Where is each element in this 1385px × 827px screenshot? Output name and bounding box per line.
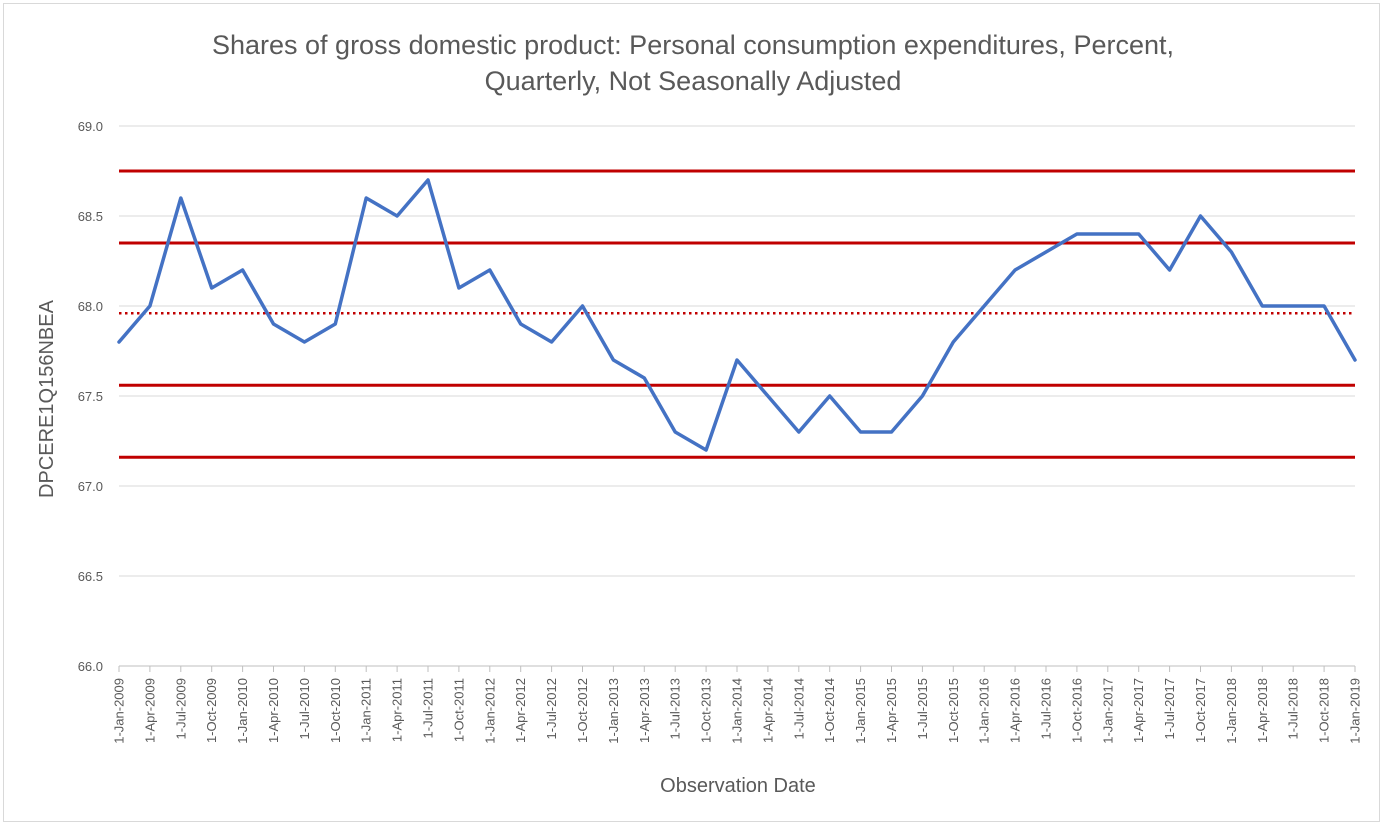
x-tick-label: 1-Jan-2017	[1100, 678, 1115, 744]
y-tick-labels: 66.0 66.5 67.0 67.5 68.0 68.5 69.0	[78, 119, 103, 674]
y-tick-label: 66.5	[78, 569, 103, 584]
x-tick-label: 1-Oct-2010	[328, 678, 343, 743]
x-tick-label: 1-Apr-2009	[142, 678, 157, 743]
x-tick-label: 1-Jan-2015	[853, 678, 868, 744]
x-tick-label: 1-Jan-2012	[482, 678, 497, 744]
x-tick-label: 1-Jan-2014	[730, 678, 745, 744]
x-tick-label: 1-Oct-2018	[1317, 678, 1332, 743]
y-tick-label: 69.0	[78, 119, 103, 134]
gridlines	[119, 125, 1355, 577]
series-line	[117, 178, 1357, 452]
x-axis-title: Observation Date	[660, 775, 816, 797]
chart-frame: Shares of gross domestic product: Person…	[3, 3, 1380, 822]
x-tick-label: 1-Jul-2009	[173, 678, 188, 739]
x-tick-label: 1-Jan-2018	[1224, 678, 1239, 744]
x-tick-label: 1-Jul-2013	[668, 678, 683, 739]
y-tick-label: 68.5	[78, 209, 103, 224]
x-tick-label: 1-Jul-2017	[1162, 678, 1177, 739]
x-tick-label: 1-Apr-2012	[513, 678, 528, 743]
x-tick-label: 1-Jul-2015	[915, 678, 930, 739]
x-tick-label: 1-Oct-2015	[946, 678, 961, 743]
chart-title-line-1: Shares of gross domestic product: Person…	[212, 30, 1174, 60]
x-tick-label: 1-Jan-2016	[977, 678, 992, 744]
series-layer	[117, 178, 1357, 452]
x-axis	[118, 665, 1356, 672]
x-tick-label: 1-Jan-2019	[1348, 678, 1363, 744]
x-tick-label: 1-Jan-2011	[359, 678, 374, 743]
x-tick-label: 1-Apr-2013	[637, 678, 652, 743]
x-tick-label: 1-Apr-2016	[1008, 678, 1023, 743]
x-tick-label: 1-Apr-2014	[760, 678, 775, 743]
x-tick-label: 1-Jan-2010	[235, 678, 250, 744]
x-tick-label: 1-Jul-2011	[421, 678, 436, 738]
x-tick-label: 1-Jul-2014	[791, 678, 806, 739]
x-tick-label: 1-Oct-2012	[575, 678, 590, 743]
reference-lines	[119, 169, 1355, 459]
y-tick-label: 68.0	[78, 299, 103, 314]
x-tick-label: 1-Oct-2014	[822, 678, 837, 743]
x-tick-label: 1-Oct-2009	[204, 678, 219, 743]
y-tick-label: 66.0	[78, 659, 103, 674]
x-tick-label: 1-Oct-2013	[699, 678, 714, 743]
x-tick-label: 1-Jan-2009	[112, 678, 127, 744]
x-tick-label: 1-Oct-2017	[1193, 678, 1208, 743]
x-tick-label: 1-Jul-2010	[297, 678, 312, 739]
chart-title-line-2: Quarterly, Not Seasonally Adjusted	[485, 66, 902, 96]
y-tick-label: 67.5	[78, 389, 103, 404]
y-tick-label: 67.0	[78, 479, 103, 494]
x-tick-label: 1-Jul-2016	[1039, 678, 1054, 739]
x-tick-label: 1-Apr-2010	[266, 678, 281, 743]
x-tick-label: 1-Apr-2011	[390, 678, 405, 742]
x-tick-label: 1-Oct-2011	[451, 678, 466, 742]
x-tick-label: 1-Apr-2017	[1131, 678, 1146, 743]
x-tick-label: 1-Jul-2012	[544, 678, 559, 739]
x-tick-label: 1-Apr-2015	[884, 678, 899, 743]
chart-svg: Shares of gross domestic product: Person…	[36, 30, 1363, 797]
x-tick-labels: 1-Jan-2009 1-Apr-2009 1-Jul-2009 1-Oct-2009…	[112, 678, 1363, 744]
x-tick-label: 1-Oct-2016	[1069, 678, 1084, 743]
x-tick-label: 1-Jan-2013	[606, 678, 621, 744]
y-axis-title: DPCERE1Q156NBEA	[36, 299, 58, 498]
x-tick-label: 1-Apr-2018	[1255, 678, 1270, 743]
x-tick-label: 1-Jul-2018	[1286, 678, 1301, 739]
